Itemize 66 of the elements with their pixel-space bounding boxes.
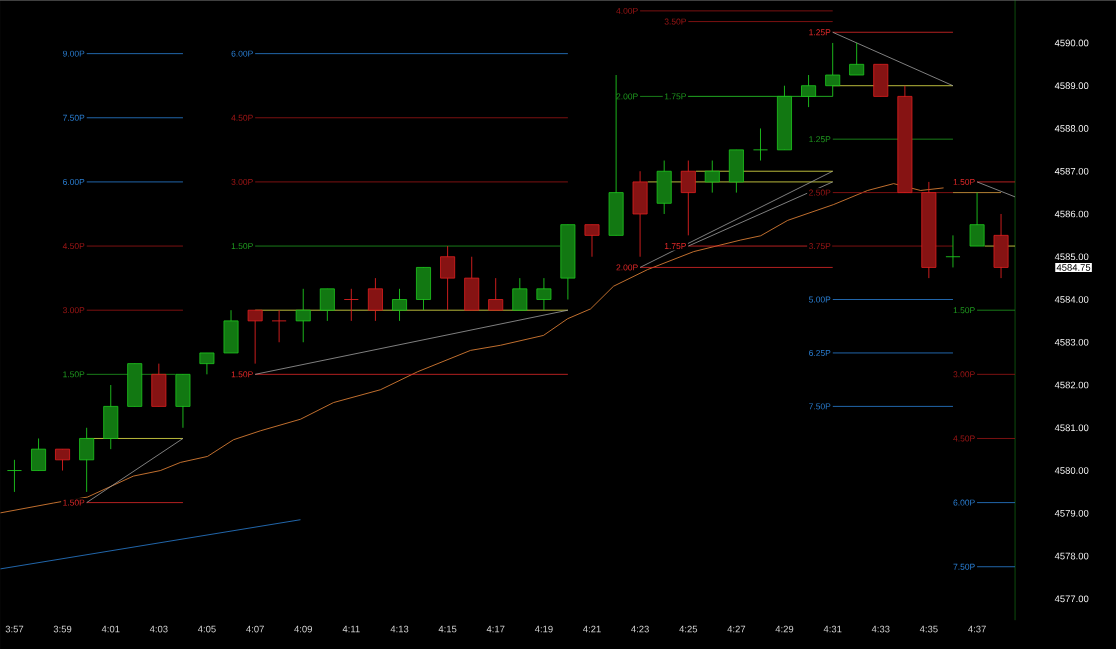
series-label: 9.00P [63,50,85,57]
x-tick-label: 4:31 [823,625,842,633]
y-tick-label: 4590.00 [1054,39,1089,47]
x-tick-label: 4:17 [486,625,505,633]
y-tick-label: 4589.00 [1054,82,1089,89]
series-label: 5.00P [809,296,831,303]
series-label: 3.00P [62,307,85,314]
x-tick-label: 4:09 [294,625,312,633]
series-label: 1.75P [664,243,686,249]
series-label: 1.25P [809,136,831,143]
series-label: 1.50P [953,307,975,314]
series-label: 1.75P [664,93,686,100]
x-tick-label: 4:07 [246,625,264,633]
text: 4584.75 [1056,263,1091,271]
x-tick-label: 4:19 [534,625,553,633]
series-label: 2.00P [616,264,638,271]
y-tick-label: 4583.00 [1054,338,1089,346]
x-tick-label: 4:21 [583,625,601,633]
y-tick-label: 4580.00 [1054,467,1089,474]
x-tick-label: 4:03 [149,625,168,633]
x-tick-label: 4:01 [101,625,120,633]
x-tick-label: 4:35 [919,625,938,633]
y-tick-label: 4577.00 [1054,595,1089,603]
series-label: 1.50P [63,499,85,506]
series-label: 2.50P [809,189,831,196]
series-label: 6.00P [953,499,975,506]
x-tick-label: 4:29 [775,625,794,633]
x-tick-label: 4:33 [871,625,890,633]
series-label: 1.50P [63,371,85,378]
x-tick-label: 4:11 [342,625,360,633]
y-tick-label: 4587.00 [1054,167,1089,175]
x-tick-label: 4:25 [679,625,698,633]
y-tick-label: 4582.00 [1054,381,1089,389]
series-label: 1.50P [953,178,975,185]
y-tick-label: 4588.00 [1054,125,1089,132]
series-label: 1.25P [809,29,831,36]
y-tick-label: 4584.00 [1054,296,1089,303]
series-label: 4.50P [231,114,253,121]
y-tick-label: 4581.00 [1054,424,1089,432]
series-label: 7.50P [63,114,85,121]
series-label: 4.50P [953,435,975,442]
y-tick-label: 4586.00 [1054,210,1089,218]
series-label: 6.25P [809,349,831,356]
series-label: 1.50P [231,371,253,378]
series-label: 4.50P [62,242,85,249]
series-label: 3.00P [231,178,253,185]
series-label: 3.50P [664,18,686,25]
series-label: 3.00P [953,371,975,378]
x-tick-label: 4:23 [631,625,649,633]
y-tick-label: 4585.00 [1054,253,1089,260]
series-label: 6.00P [63,178,85,185]
x-tick-label: 3:57 [5,625,24,633]
x-tick-label: 4:13 [390,625,409,633]
x-tick-label: 4:15 [438,625,457,633]
series-label: 4.00P [616,7,638,14]
x-tick-label: 4:27 [727,625,746,633]
series-label: 7.50P [809,403,831,410]
x-tick-label: 3:59 [53,625,72,633]
series-label: 3.75P [809,242,831,249]
x-tick-label: 4:05 [197,625,216,633]
y-tick-label: 4579.00 [1054,509,1089,517]
series-label: 7.50P [953,563,975,570]
series-label: 6.00P [231,50,253,57]
x-tick-label: 4:37 [968,625,986,633]
series-label: 1.50P [231,242,253,249]
y-tick-label: 4578.00 [1054,552,1089,560]
